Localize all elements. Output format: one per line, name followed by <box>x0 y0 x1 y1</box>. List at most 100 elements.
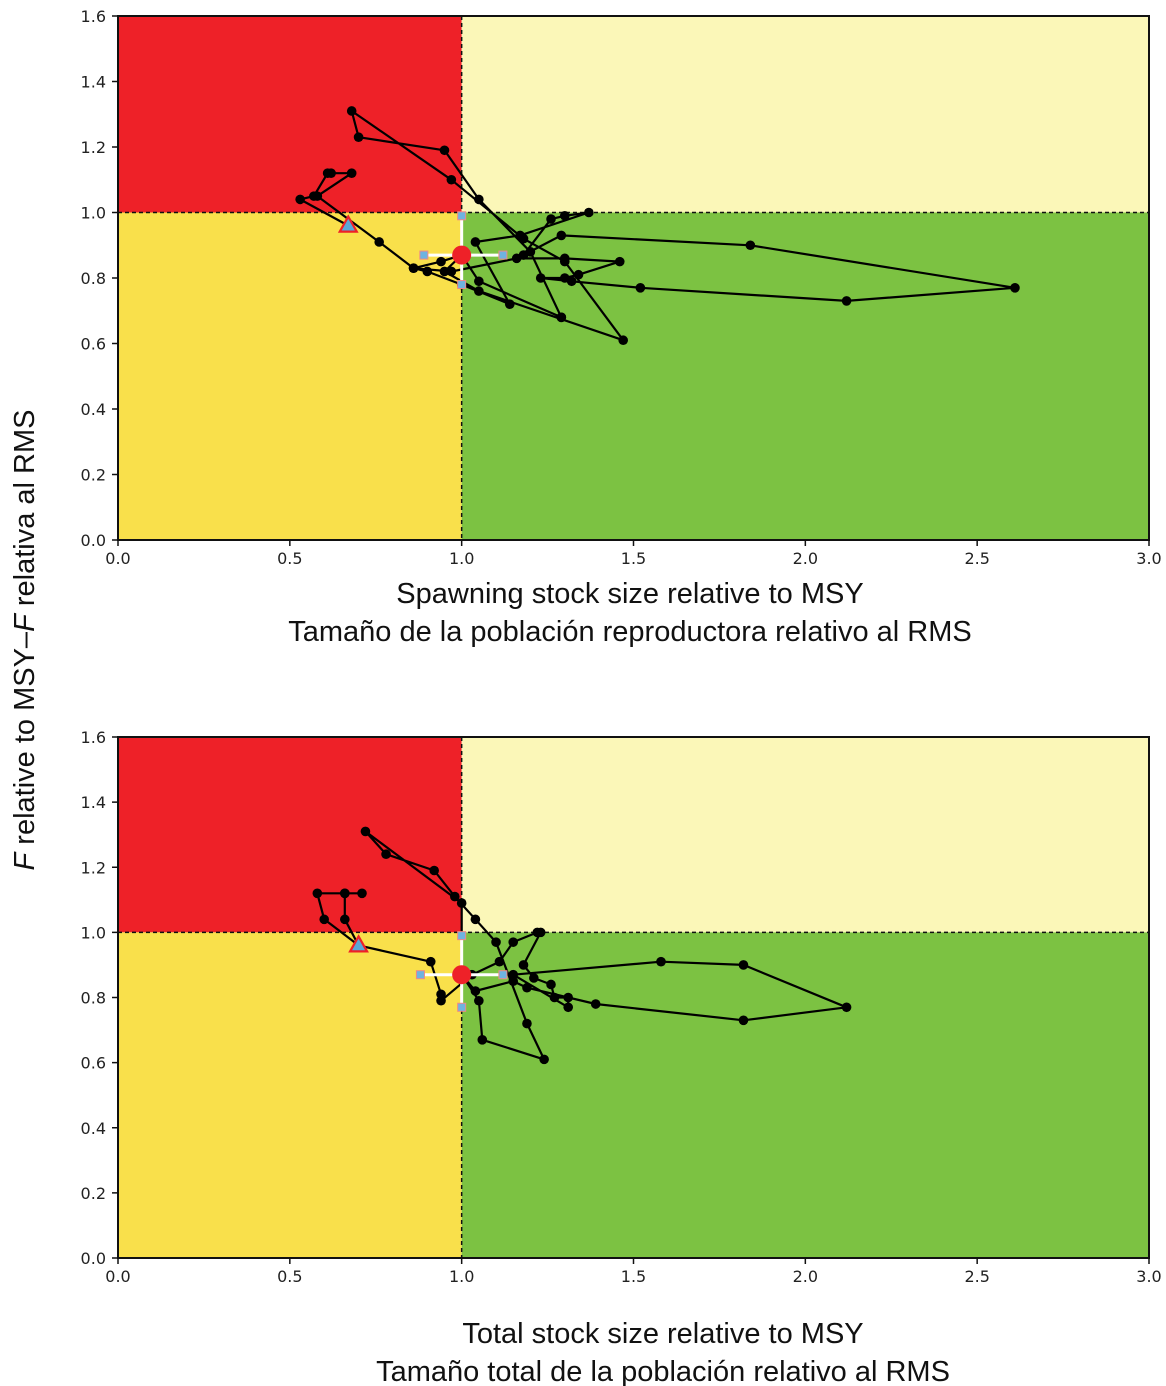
trajectory-point <box>425 956 436 967</box>
y-tick-label: 1.2 <box>81 858 106 877</box>
trajectory-point <box>326 168 336 178</box>
x-tick-label: 1.0 <box>449 1267 474 1286</box>
zone-healthy <box>461 212 1150 540</box>
trajectory-point <box>522 1018 532 1029</box>
y-tick-label: 0.4 <box>81 400 106 419</box>
trajectory-point <box>511 253 522 264</box>
x-tick-label: 1.0 <box>449 549 474 568</box>
y-tick-label: 0.6 <box>81 335 106 354</box>
zone-overfished <box>118 212 462 540</box>
trajectory-point <box>374 237 384 247</box>
trajectory-point <box>522 982 532 993</box>
trajectory-point <box>340 888 350 899</box>
ci-end-marker <box>498 250 508 260</box>
y-tick-label: 0.8 <box>81 989 106 1008</box>
trajectory-point <box>439 266 450 277</box>
trajectory-point <box>312 888 323 899</box>
trajectory-point <box>319 914 330 925</box>
zone-overfishing <box>461 737 1150 933</box>
x-tick-label: 3.0 <box>1136 1267 1161 1286</box>
trajectory-point <box>535 273 546 283</box>
trajectory-point <box>436 256 446 267</box>
trajectory-point <box>429 865 439 876</box>
x-tick-label: 2.0 <box>793 549 818 568</box>
trajectory-point <box>656 956 666 967</box>
x-tick-label: 2.5 <box>964 1267 989 1286</box>
trajectory-point <box>841 296 852 306</box>
trajectory-point <box>556 230 567 241</box>
ci-end-marker <box>457 280 467 290</box>
panel-spawning-stock: 0.0 0.2 0.4 0.6 0.8 1.0 1.2 1.4 1.6 0.0 0.5 1.0 1.5 2… <box>81 7 1162 568</box>
trajectory-point <box>556 312 567 323</box>
x-tick-label: 0.0 <box>105 1267 130 1286</box>
trajectory-point <box>518 960 529 970</box>
trajectory-point <box>340 914 350 925</box>
trajectory-point <box>381 849 391 860</box>
y-axis-label-italic-1: F <box>9 850 41 870</box>
trajectory-point <box>525 247 536 257</box>
trajectory-point <box>470 986 481 996</box>
y-tick-label: 1.4 <box>81 793 106 812</box>
trajectory-point <box>618 335 628 346</box>
trajectory-point <box>745 240 756 251</box>
trajectory-point <box>559 273 570 283</box>
y-tick-label: 0.6 <box>81 1054 106 1073</box>
y-tick-label: 1.0 <box>81 923 106 942</box>
x-tick-label: 0.5 <box>277 1267 302 1286</box>
y-tick-label: 0.8 <box>81 269 106 288</box>
trajectory-point <box>474 286 484 296</box>
x-tick-label: 1.5 <box>621 1267 646 1286</box>
zone-overfished-overfishing <box>118 16 462 213</box>
trajectory-point <box>841 1002 852 1013</box>
first-point-triangle <box>337 214 359 233</box>
trajectory-point <box>474 276 484 287</box>
x-axis-label-bottom-line2: Tamaño total de la población relativo al… <box>376 1356 950 1386</box>
trajectory-point <box>436 995 446 1006</box>
trajectory-point <box>474 194 484 205</box>
y-tick-label: 1.2 <box>81 138 106 157</box>
x-tick-label: 0.0 <box>105 549 130 568</box>
trajectory-point <box>439 145 450 156</box>
trajectory-point <box>518 233 529 244</box>
y-axis-label: F relative to MSY–F relativa al RMS <box>9 410 41 871</box>
x-axis-label-top-line1: Spawning stock size relative to MSY <box>396 578 863 610</box>
trajectory-point <box>539 1054 549 1065</box>
trajectory-point <box>1010 283 1020 293</box>
trajectory-point <box>346 106 357 116</box>
x-tick-label: 2.5 <box>964 549 989 568</box>
trajectory-point <box>573 269 584 280</box>
ci-end-marker <box>498 970 508 980</box>
trajectory-point <box>635 283 646 293</box>
trajectory-point <box>494 956 505 967</box>
trajectory-point <box>563 1002 574 1013</box>
y-tick-label: 1.6 <box>81 728 106 747</box>
zone-healthy <box>461 932 1150 1258</box>
trajectory-point <box>508 937 519 947</box>
trajectory-point <box>346 168 357 178</box>
y-tick-label: 1.0 <box>81 204 106 223</box>
x-tick-label: 1.5 <box>621 549 646 568</box>
zone-overfishing <box>461 16 1150 213</box>
trajectory-point <box>470 237 481 247</box>
trajectory-point <box>508 976 519 987</box>
y-tick-label: 0.2 <box>81 466 106 485</box>
trajectory-point <box>614 256 625 267</box>
y-tick-label: 0.4 <box>81 1119 106 1138</box>
first-point-triangle <box>348 934 369 953</box>
y-axis-label-part-2: relativa al RMS <box>9 410 41 615</box>
current-point <box>452 965 472 985</box>
ci-end-marker <box>457 1002 467 1012</box>
trajectory-point <box>546 979 556 990</box>
trajectory-point <box>559 256 570 267</box>
y-axis-label-part-1: relative to MSY– <box>9 631 41 853</box>
ci-end-marker <box>457 931 467 941</box>
y-tick-label: 1.6 <box>81 7 106 26</box>
y-axis-label-italic-2: F <box>9 612 41 632</box>
x-axis-label-bottom-line1: Total stock size relative to MSY <box>462 1318 863 1350</box>
trajectory-point <box>295 194 305 205</box>
trajectory-point <box>477 1035 488 1045</box>
trajectory-point <box>546 214 556 224</box>
trajectory-point <box>529 973 539 983</box>
x-tick-label: 0.5 <box>277 549 302 568</box>
